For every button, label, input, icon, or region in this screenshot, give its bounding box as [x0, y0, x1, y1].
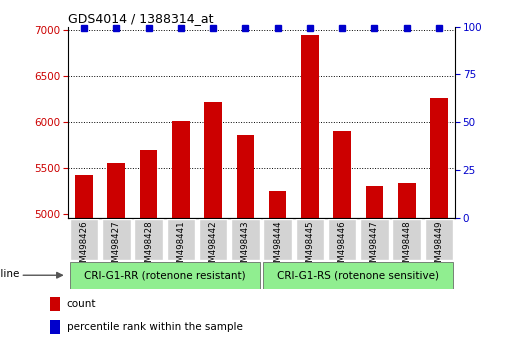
- Text: GSM498442: GSM498442: [209, 221, 218, 273]
- Bar: [236, 135, 254, 218]
- FancyBboxPatch shape: [70, 219, 98, 260]
- FancyBboxPatch shape: [425, 219, 453, 260]
- Bar: [108, 162, 125, 218]
- Bar: [366, 185, 383, 218]
- Bar: [398, 183, 415, 218]
- FancyBboxPatch shape: [231, 219, 259, 260]
- Text: percentile rank within the sample: percentile rank within the sample: [66, 322, 243, 332]
- Text: GSM498444: GSM498444: [273, 221, 282, 273]
- Text: GSM498447: GSM498447: [370, 221, 379, 273]
- FancyBboxPatch shape: [295, 219, 324, 260]
- Bar: [204, 102, 222, 218]
- Text: GSM498441: GSM498441: [176, 221, 185, 273]
- Text: GDS4014 / 1388314_at: GDS4014 / 1388314_at: [68, 12, 213, 25]
- Text: CRI-G1-RS (rotenone sensitive): CRI-G1-RS (rotenone sensitive): [277, 270, 439, 280]
- Text: GSM498443: GSM498443: [241, 221, 250, 273]
- Bar: [50, 320, 60, 335]
- FancyBboxPatch shape: [264, 219, 292, 260]
- FancyBboxPatch shape: [70, 262, 260, 289]
- Bar: [50, 297, 60, 312]
- Text: CRI-G1-RR (rotenone resistant): CRI-G1-RR (rotenone resistant): [84, 270, 246, 280]
- FancyBboxPatch shape: [360, 219, 389, 260]
- Bar: [301, 35, 319, 218]
- Bar: [172, 121, 190, 218]
- FancyBboxPatch shape: [199, 219, 228, 260]
- Bar: [333, 131, 351, 218]
- FancyBboxPatch shape: [167, 219, 195, 260]
- Bar: [140, 150, 157, 218]
- FancyBboxPatch shape: [328, 219, 356, 260]
- Text: cell line: cell line: [0, 269, 19, 279]
- Text: GSM498448: GSM498448: [402, 221, 411, 273]
- FancyBboxPatch shape: [263, 262, 453, 289]
- Bar: [269, 191, 287, 218]
- Text: GSM498427: GSM498427: [112, 221, 121, 273]
- Bar: [75, 175, 93, 218]
- FancyBboxPatch shape: [392, 219, 421, 260]
- Text: count: count: [66, 299, 96, 309]
- FancyBboxPatch shape: [134, 219, 163, 260]
- Text: GSM498446: GSM498446: [338, 221, 347, 273]
- Text: GSM498428: GSM498428: [144, 221, 153, 273]
- Text: GSM498445: GSM498445: [305, 221, 314, 273]
- Text: GSM498426: GSM498426: [79, 221, 88, 273]
- FancyBboxPatch shape: [102, 219, 131, 260]
- Bar: [430, 98, 448, 218]
- Text: GSM498449: GSM498449: [435, 221, 444, 273]
